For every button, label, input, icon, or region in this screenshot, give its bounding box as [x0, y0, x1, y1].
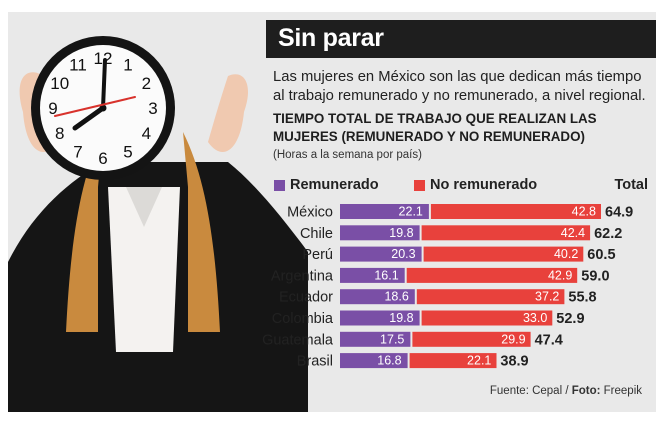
bar-paid: [340, 310, 420, 326]
value-label-unpaid: 42.9: [548, 268, 572, 282]
country-label: Colombia: [272, 311, 334, 327]
legend-label-paid: Remunerado: [290, 177, 379, 193]
total-label: 47.4: [535, 332, 563, 348]
bar-unpaid: [430, 204, 601, 219]
bar-paid: [340, 331, 411, 347]
clock-numeral: 2: [142, 74, 151, 93]
bar-unpaid: [412, 331, 531, 347]
bar-paid: [340, 289, 415, 305]
value-label-paid: 22.1: [399, 205, 423, 219]
clock-second-hand: [54, 96, 136, 117]
photo-credit: Freepik: [600, 385, 642, 397]
total-label: 64.9: [605, 205, 633, 221]
value-label-paid: 16.1: [374, 268, 398, 282]
total-label: 62.2: [594, 226, 622, 242]
intro-text: Las mujeres en México son las que dedica…: [273, 69, 646, 104]
country-label: México: [287, 205, 333, 221]
chart-title: TIEMPO TOTAL DE TRABAJO QUE REALIZAN LAS…: [273, 111, 597, 144]
value-label-paid: 20.3: [391, 247, 415, 261]
clock-numeral: 5: [123, 142, 132, 161]
value-label-unpaid: 42.8: [572, 205, 596, 219]
bar-unpaid: [421, 310, 553, 326]
value-label-paid: 18.6: [384, 290, 408, 304]
clock-numeral: 6: [98, 149, 107, 168]
clock-minute-hand: [101, 58, 107, 110]
legend-label-total: Total: [614, 177, 648, 193]
clock-hour-hand: [72, 105, 106, 131]
total-label: 55.8: [568, 290, 596, 306]
country-label: Ecuador: [279, 290, 333, 306]
chart-units-note: (Horas a la semana por país): [273, 149, 422, 161]
country-label: Guatemala: [262, 332, 334, 348]
stacked-bar-chart: México 22.1 42.8 64.9 Chile 19.8 42.4 62.2 Perú 2…: [262, 204, 633, 370]
legend-swatch-unpaid: [414, 180, 425, 191]
value-label-unpaid: 37.2: [535, 290, 559, 304]
photo-label: Foto:: [571, 385, 601, 397]
bar-paid: [340, 204, 429, 219]
clock-numeral: 11: [69, 56, 87, 75]
bar-paid: [340, 246, 422, 262]
source-prefix: Fuente: Cepal /: [489, 385, 572, 397]
country-label: Brasil: [297, 354, 333, 370]
total-label: 59.0: [581, 268, 609, 284]
page-title: Sin parar: [278, 24, 384, 52]
country-label: Perú: [302, 247, 333, 263]
country-label: Argentina: [271, 268, 334, 284]
country-label: Chile: [300, 226, 333, 242]
bar-unpaid: [421, 225, 591, 241]
total-label: 60.5: [587, 247, 615, 263]
source-credit: Fuente: Cepal / Foto: Freepik: [490, 385, 642, 397]
value-label-unpaid: 22.1: [467, 354, 491, 368]
chart-legend: Remunerado No remunerado Total: [274, 176, 650, 196]
clock-numeral: 7: [73, 142, 82, 161]
clock-numeral: 9: [48, 99, 57, 118]
bar-paid: [340, 267, 405, 283]
value-label-paid: 19.8: [389, 226, 413, 240]
value-label-unpaid: 29.9: [501, 332, 525, 346]
bar-unpaid: [423, 246, 584, 262]
value-label-paid: 16.8: [377, 354, 401, 368]
value-label-unpaid: 33.0: [523, 311, 547, 325]
value-label-paid: 19.8: [389, 311, 413, 325]
clock-numeral: 1: [123, 56, 132, 75]
total-label: 38.9: [500, 354, 528, 370]
clock-numeral: 8: [55, 124, 64, 143]
bar-paid: [340, 353, 408, 369]
infographic-panel: 1 2 3 4 5 6 7 8 9 10 11 12 Sin parar Las mujeres en…: [8, 12, 656, 412]
bar-unpaid: [409, 353, 497, 369]
clock-numeral: 3: [148, 99, 157, 118]
value-label-unpaid: 42.4: [561, 226, 585, 240]
clock-numeral: 12: [94, 49, 113, 68]
total-label: 52.9: [556, 311, 584, 327]
bar-unpaid: [406, 267, 578, 283]
bar-unpaid: [416, 289, 565, 305]
clock-numeral: 10: [50, 74, 69, 93]
legend-label-unpaid: No remunerado: [430, 177, 538, 193]
bar-paid: [340, 225, 420, 241]
legend-swatch-paid: [274, 180, 285, 191]
value-label-unpaid: 40.2: [554, 247, 578, 261]
title-bar: [266, 20, 656, 58]
value-label-paid: 17.5: [380, 332, 404, 346]
clock-numeral: 4: [142, 124, 151, 143]
